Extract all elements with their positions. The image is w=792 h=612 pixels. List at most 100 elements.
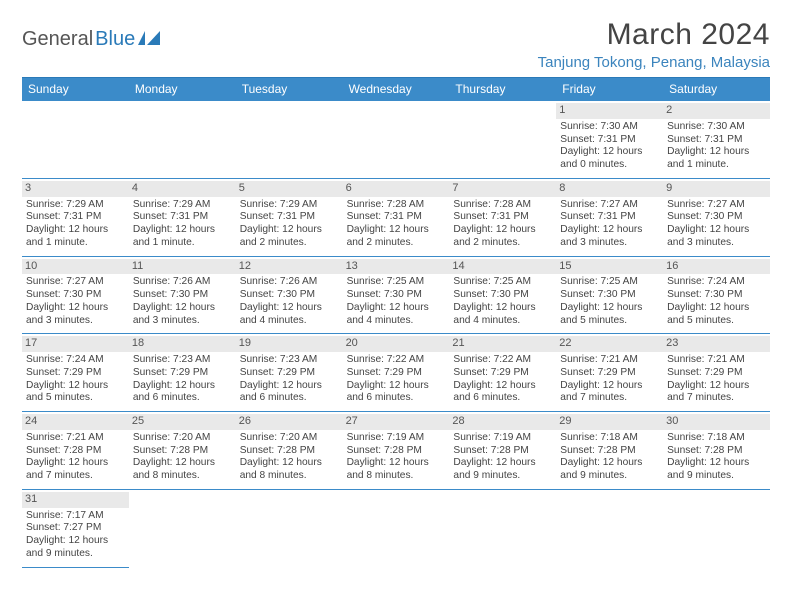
day-number: 6 — [343, 181, 450, 197]
day-info: Sunrise: 7:28 AMSunset: 7:31 PMDaylight:… — [347, 199, 446, 250]
calendar-cell-blank — [236, 490, 343, 568]
calendar-cell: 14Sunrise: 7:25 AMSunset: 7:30 PMDayligh… — [449, 257, 556, 335]
day-info: Sunrise: 7:29 AMSunset: 7:31 PMDaylight:… — [133, 199, 232, 250]
day-number: 31 — [22, 492, 129, 508]
weekday-header: Friday — [556, 78, 663, 101]
calendar-cell: 3Sunrise: 7:29 AMSunset: 7:31 PMDaylight… — [22, 179, 129, 257]
day-number: 17 — [22, 336, 129, 352]
day-number: 5 — [236, 181, 343, 197]
day-info: Sunrise: 7:17 AMSunset: 7:27 PMDaylight:… — [26, 510, 125, 561]
calendar-cell: 8 Sunrise: 7:27 AMSunset: 7:31 PMDaylight… — [556, 179, 663, 257]
calendar-cell: 4 Sunrise: 7:29 AMSunset: 7:31 PMDaylight… — [129, 179, 236, 257]
calendar-cell-blank — [236, 101, 343, 179]
day-info: Sunrise: 7:26 AMSunset: 7:30 PMDaylight:… — [133, 276, 232, 327]
day-number: 9 — [663, 181, 770, 197]
day-info: Sunrise: 7:22 AMSunset: 7:29 PMDaylight:… — [347, 354, 446, 405]
day-info: Sunrise: 7:27 AMSunset: 7:30 PMDaylight:… — [667, 199, 766, 250]
weekday-header: Sunday — [22, 78, 129, 101]
day-info: Sunrise: 7:22 AMSunset: 7:29 PMDaylight:… — [453, 354, 552, 405]
day-number: 23 — [663, 336, 770, 352]
calendar-cell: 27 Sunrise: 7:19 AMSunset: 7:28 PMDayligh… — [343, 412, 450, 490]
day-info: Sunrise: 7:18 AMSunset: 7:28 PMDaylight:… — [667, 432, 766, 483]
calendar-cell: 15Sunrise: 7:25 AMSunset: 7:30 PMDayligh… — [556, 257, 663, 335]
day-number: 15 — [556, 259, 663, 275]
day-number: 16 — [663, 259, 770, 275]
location-subtitle: Tanjung Tokong, Penang, Malaysia — [538, 54, 770, 71]
calendar-cell-blank — [343, 101, 450, 179]
day-number: 27 — [343, 414, 450, 430]
calendar-cell: 11Sunrise: 7:26 AMSunset: 7:30 PMDayligh… — [129, 257, 236, 335]
calendar-cell: 26 Sunrise: 7:20 AMSunset: 7:28 PMDayligh… — [236, 412, 343, 490]
calendar-cell: 25 Sunrise: 7:20 AMSunset: 7:28 PMDayligh… — [129, 412, 236, 490]
day-info: Sunrise: 7:25 AMSunset: 7:30 PMDaylight:… — [347, 276, 446, 327]
day-number: 12 — [236, 259, 343, 275]
day-number: 8 — [556, 181, 663, 197]
weekday-header: Thursday — [449, 78, 556, 101]
calendar-cell: 30 Sunrise: 7:18 AMSunset: 7:28 PMDayligh… — [663, 412, 770, 490]
calendar-cell: 17Sunrise: 7:24 AMSunset: 7:29 PMDayligh… — [22, 334, 129, 412]
calendar-cell-blank — [663, 490, 770, 568]
day-info: Sunrise: 7:19 AMSunset: 7:28 PMDaylight:… — [347, 432, 446, 483]
day-number: 28 — [449, 414, 556, 430]
calendar-cell: 24 Sunrise: 7:21 AMSunset: 7:28 PMDayligh… — [22, 412, 129, 490]
calendar-cell-blank — [449, 101, 556, 179]
brand-word-1: General — [22, 28, 93, 51]
calendar-cell: 28Sunrise: 7:19 AMSunset: 7:28 PMDayligh… — [449, 412, 556, 490]
flag-icon — [138, 31, 160, 45]
calendar-cell: 21 Sunrise: 7:22 AMSunset: 7:29 PMDayligh… — [449, 334, 556, 412]
day-number: 25 — [129, 414, 236, 430]
calendar-cell: 9 Sunrise: 7:27 AMSunset: 7:30 PMDaylight… — [663, 179, 770, 257]
day-info: Sunrise: 7:21 AMSunset: 7:28 PMDaylight:… — [26, 432, 125, 483]
calendar-cell: 2Sunrise: 7:30 AMSunset: 7:31 PMDaylight… — [663, 101, 770, 179]
day-number: 30 — [663, 414, 770, 430]
day-number: 4 — [129, 181, 236, 197]
brand-logo: General Blue — [22, 18, 160, 51]
calendar-cell: 13Sunrise: 7:25 AMSunset: 7:30 PMDayligh… — [343, 257, 450, 335]
calendar-cell-blank — [449, 490, 556, 568]
weekday-header: Monday — [129, 78, 236, 101]
header: General Blue March 2024 Tanjung Tokong, … — [22, 18, 770, 71]
day-info: Sunrise: 7:21 AMSunset: 7:29 PMDaylight:… — [667, 354, 766, 405]
calendar-cell-blank — [129, 101, 236, 179]
calendar-cell: 29Sunrise: 7:18 AMSunset: 7:28 PMDayligh… — [556, 412, 663, 490]
day-info: Sunrise: 7:27 AMSunset: 7:31 PMDaylight:… — [560, 199, 659, 250]
calendar-cell: 31 Sunrise: 7:17 AMSunset: 7:27 PMDayligh… — [22, 490, 129, 568]
calendar-cell-blank — [129, 490, 236, 568]
day-info: Sunrise: 7:23 AMSunset: 7:29 PMDaylight:… — [133, 354, 232, 405]
calendar-cell: 10Sunrise: 7:27 AMSunset: 7:30 PMDayligh… — [22, 257, 129, 335]
day-number: 24 — [22, 414, 129, 430]
day-number: 10 — [22, 259, 129, 275]
day-info: Sunrise: 7:25 AMSunset: 7:30 PMDaylight:… — [560, 276, 659, 327]
day-number: 20 — [343, 336, 450, 352]
day-info: Sunrise: 7:20 AMSunset: 7:28 PMDaylight:… — [133, 432, 232, 483]
calendar-document: General Blue March 2024 Tanjung Tokong, … — [0, 0, 792, 578]
day-info: Sunrise: 7:23 AMSunset: 7:29 PMDaylight:… — [240, 354, 339, 405]
day-number: 26 — [236, 414, 343, 430]
calendar-grid: SundayMondayTuesdayWednesdayThursdayFrid… — [22, 77, 770, 568]
day-number: 11 — [129, 259, 236, 275]
weekday-header: Wednesday — [343, 78, 450, 101]
day-number: 21 — [449, 336, 556, 352]
day-number: 14 — [449, 259, 556, 275]
day-number: 2 — [663, 103, 770, 119]
calendar-cell-blank — [556, 490, 663, 568]
day-info: Sunrise: 7:27 AMSunset: 7:30 PMDaylight:… — [26, 276, 125, 327]
day-number: 19 — [236, 336, 343, 352]
brand-word-2: Blue — [95, 28, 135, 51]
day-info: Sunrise: 7:25 AMSunset: 7:30 PMDaylight:… — [453, 276, 552, 327]
calendar-cell: 7Sunrise: 7:28 AMSunset: 7:31 PMDaylight… — [449, 179, 556, 257]
weekday-header: Tuesday — [236, 78, 343, 101]
day-info: Sunrise: 7:29 AMSunset: 7:31 PMDaylight:… — [26, 199, 125, 250]
calendar-cell: 19 Sunrise: 7:23 AMSunset: 7:29 PMDayligh… — [236, 334, 343, 412]
title-block: March 2024 Tanjung Tokong, Penang, Malay… — [538, 18, 770, 71]
day-info: Sunrise: 7:21 AMSunset: 7:29 PMDaylight:… — [560, 354, 659, 405]
day-number: 7 — [449, 181, 556, 197]
calendar-cell: 20 Sunrise: 7:22 AMSunset: 7:29 PMDayligh… — [343, 334, 450, 412]
calendar-cell: 23 Sunrise: 7:21 AMSunset: 7:29 PMDayligh… — [663, 334, 770, 412]
day-info: Sunrise: 7:30 AMSunset: 7:31 PMDaylight:… — [560, 121, 659, 172]
day-info: Sunrise: 7:20 AMSunset: 7:28 PMDaylight:… — [240, 432, 339, 483]
calendar-cell: 16Sunrise: 7:24 AMSunset: 7:30 PMDayligh… — [663, 257, 770, 335]
calendar-cell-blank — [22, 101, 129, 179]
day-number: 18 — [129, 336, 236, 352]
day-info: Sunrise: 7:18 AMSunset: 7:28 PMDaylight:… — [560, 432, 659, 483]
